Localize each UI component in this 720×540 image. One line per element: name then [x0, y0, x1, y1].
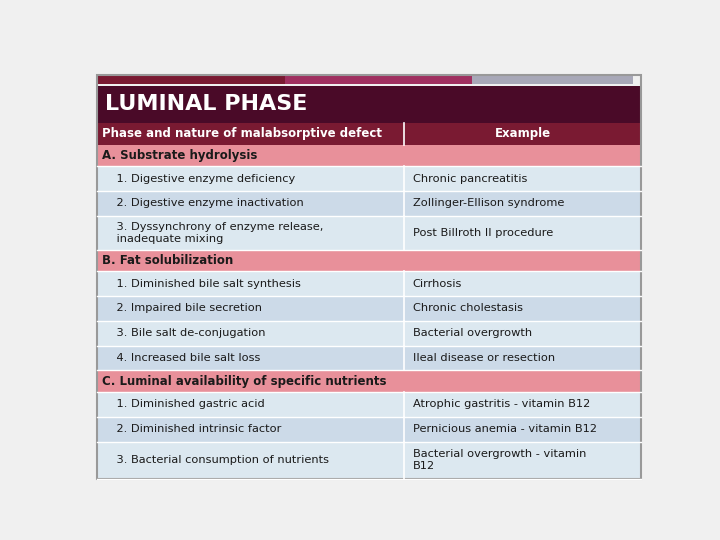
Bar: [96, 417, 642, 442]
Text: Pernicious anemia - vitamin B12: Pernicious anemia - vitamin B12: [413, 424, 597, 434]
Bar: [284, 75, 472, 84]
Text: 4. Increased bile salt loss: 4. Increased bile salt loss: [102, 353, 261, 363]
Bar: [96, 166, 642, 191]
Bar: [96, 123, 642, 145]
Text: 2. Impaired bile secretion: 2. Impaired bile secretion: [102, 303, 262, 313]
Text: Bacterial overgrowth: Bacterial overgrowth: [413, 328, 532, 338]
Text: C. Luminal availability of specific nutrients: C. Luminal availability of specific nutr…: [102, 375, 387, 388]
Text: A. Substrate hydrolysis: A. Substrate hydrolysis: [102, 149, 258, 162]
Text: Ileal disease or resection: Ileal disease or resection: [413, 353, 555, 363]
Bar: [96, 442, 642, 478]
Text: 3. Bile salt de-conjugation: 3. Bile salt de-conjugation: [102, 328, 266, 338]
Bar: [96, 321, 642, 346]
Bar: [96, 296, 642, 321]
Text: Example: Example: [495, 127, 551, 140]
Bar: [96, 249, 642, 271]
Text: 1. Diminished bile salt synthesis: 1. Diminished bile salt synthesis: [102, 279, 301, 289]
Text: Chronic pancreatitis: Chronic pancreatitis: [413, 174, 527, 184]
Bar: [96, 191, 642, 216]
Bar: [96, 346, 642, 370]
Bar: [472, 75, 633, 84]
Bar: [96, 75, 284, 84]
Text: Bacterial overgrowth - vitamin
B12: Bacterial overgrowth - vitamin B12: [413, 449, 586, 471]
Text: 2. Digestive enzyme inactivation: 2. Digestive enzyme inactivation: [102, 198, 304, 208]
Bar: [96, 85, 642, 123]
Text: 3. Bacterial consumption of nutrients: 3. Bacterial consumption of nutrients: [102, 455, 329, 465]
Text: 3. Dyssynchrony of enzyme release,
    inadequate mixing: 3. Dyssynchrony of enzyme release, inade…: [102, 222, 324, 244]
Text: Atrophic gastritis - vitamin B12: Atrophic gastritis - vitamin B12: [413, 400, 590, 409]
Text: Post Billroth II procedure: Post Billroth II procedure: [413, 228, 553, 238]
Bar: [96, 145, 642, 166]
Text: LUMINAL PHASE: LUMINAL PHASE: [105, 94, 307, 114]
Text: 2. Diminished intrinsic factor: 2. Diminished intrinsic factor: [102, 424, 282, 434]
Text: 1. Digestive enzyme deficiency: 1. Digestive enzyme deficiency: [102, 174, 295, 184]
Text: Cirrhosis: Cirrhosis: [413, 279, 462, 289]
Text: Chronic cholestasis: Chronic cholestasis: [413, 303, 523, 313]
Text: Phase and nature of malabsorptive defect: Phase and nature of malabsorptive defect: [102, 127, 382, 140]
Bar: [96, 370, 642, 392]
Text: 1. Diminished gastric acid: 1. Diminished gastric acid: [102, 400, 265, 409]
Bar: [96, 271, 642, 296]
Bar: [96, 392, 642, 417]
Bar: [96, 216, 642, 249]
Text: B. Fat solubilization: B. Fat solubilization: [102, 254, 233, 267]
Text: Zollinger-Ellison syndrome: Zollinger-Ellison syndrome: [413, 198, 564, 208]
